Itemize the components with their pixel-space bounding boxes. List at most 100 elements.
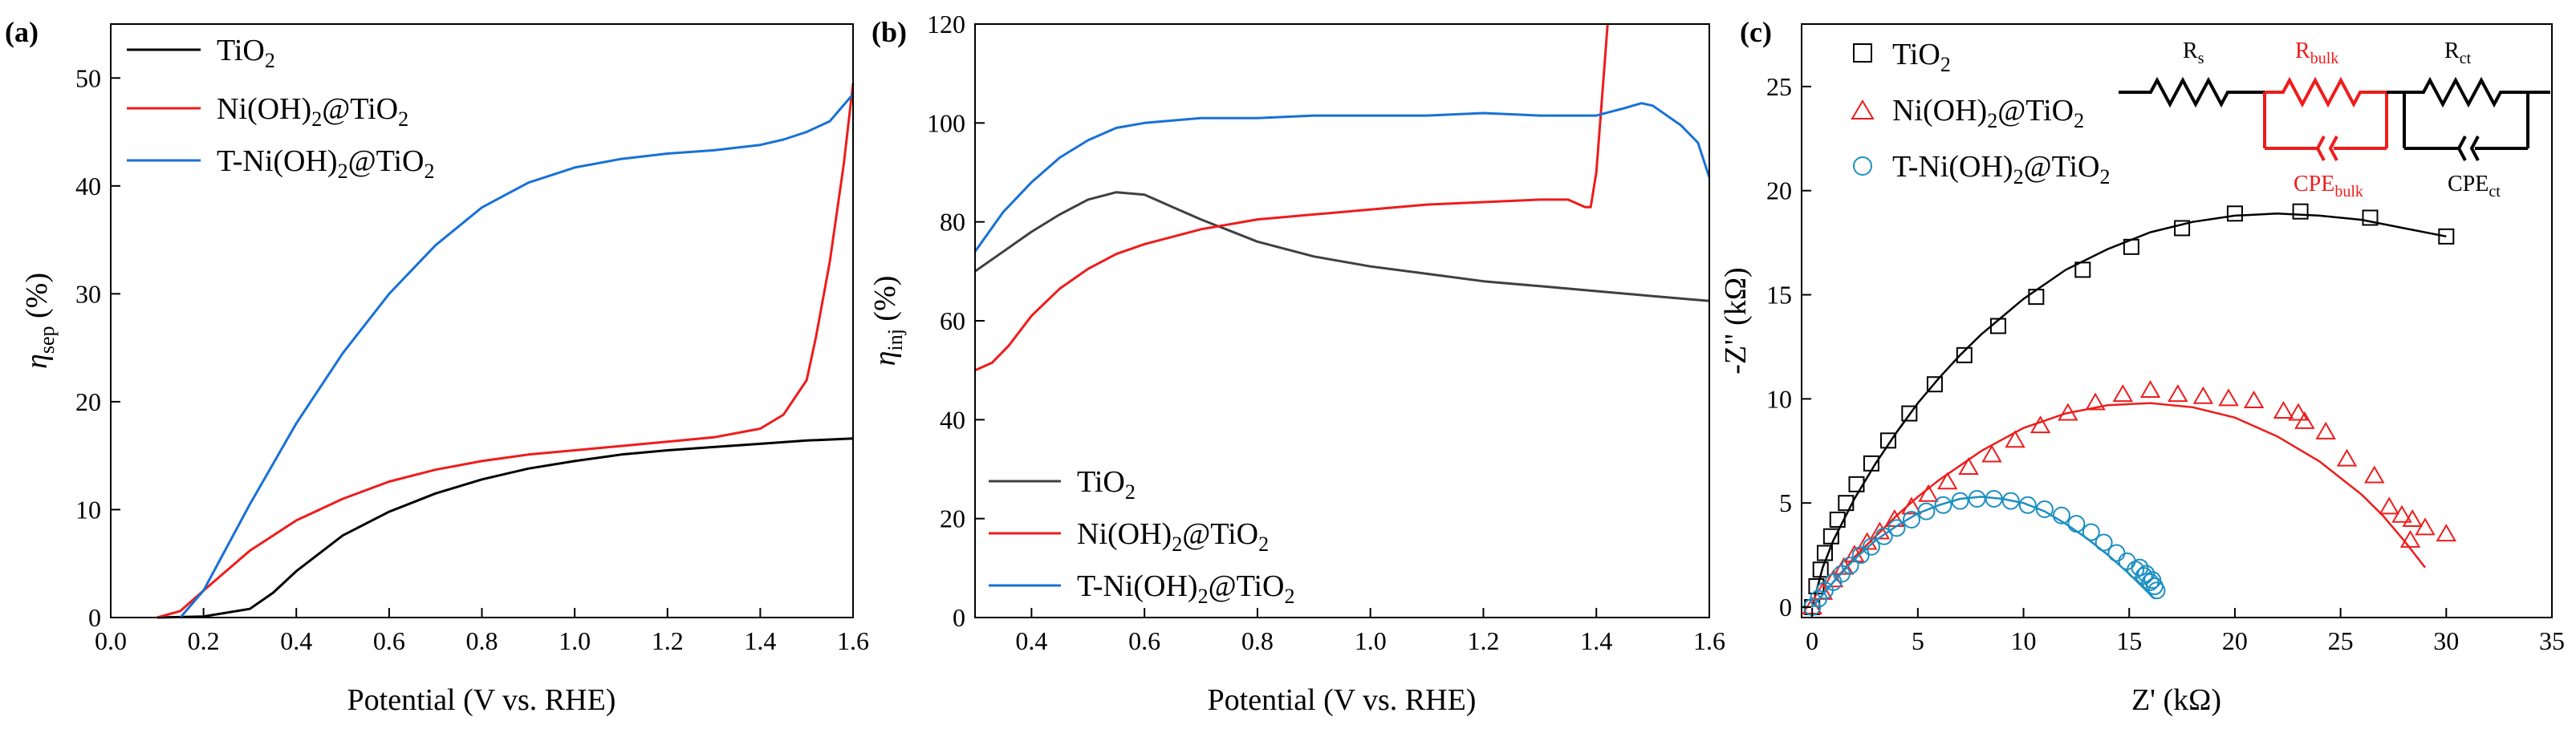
point-tio2 xyxy=(1926,376,1943,393)
ytick-label: 20 xyxy=(75,387,101,416)
xtick-label: 1.0 xyxy=(1355,626,1387,655)
point-ni-oh-2-tio2 xyxy=(2399,529,2421,548)
legend-c-nioh2-tail: @TiO xyxy=(1997,94,2074,128)
ytick-label: 60 xyxy=(940,306,965,335)
xtick-label: 1.2 xyxy=(652,626,684,655)
series-line-tio2 xyxy=(974,191,1710,302)
point-t-ni-oh-2-tio2 xyxy=(1917,502,1936,520)
point-ni-oh-2-tio2 xyxy=(2030,415,2051,434)
point-t-ni-oh-2-tio2 xyxy=(2035,500,2054,518)
xtick-label: 1.2 xyxy=(1467,626,1499,655)
panel-c-ticks: 0 5 10 15 20 25 30 35 0 5 10 15 20 25 xyxy=(1766,72,2565,655)
panel-b-ylabel-tail: (%) xyxy=(868,276,902,329)
point-t-ni-oh-2-tio2 xyxy=(1887,519,1906,537)
ytick-label: 10 xyxy=(1766,384,1792,413)
label-rct-sub: ct xyxy=(2460,50,2472,67)
point-ni-oh-2-tio2 xyxy=(2112,384,2134,403)
legend-b-nioh2-tail: @TiO xyxy=(1182,517,1258,551)
point-ni-oh-2-tio2 xyxy=(2005,430,2025,448)
panel-a-marks xyxy=(156,83,855,619)
point-tio2 xyxy=(2074,261,2091,278)
fit-line-tio2 xyxy=(1810,213,2447,608)
legend-a-tnioh2-main: T-Ni(OH) xyxy=(217,144,338,178)
legend-c-tnioh2: T-Ni(OH)2@TiO2 xyxy=(1892,150,2110,188)
panel-c-ylabel: -Z" (kΩ) xyxy=(1719,267,1753,374)
legend-b-nioh2-sub2: 2 xyxy=(1258,533,1269,556)
xtick-label: 20 xyxy=(2222,626,2248,655)
point-tio2 xyxy=(2028,289,2045,306)
ytick-label: 25 xyxy=(1766,72,1792,101)
point-ni-oh-2-tio2 xyxy=(1901,496,1922,515)
series-line-t-ni-oh-2-tio2 xyxy=(973,102,1711,253)
xtick-label: 0.4 xyxy=(280,626,312,655)
legend-c-marker-tio2 xyxy=(1853,43,1872,63)
legend-c-tio2: TiO2 xyxy=(1892,38,1951,76)
point-ni-oh-2-tio2 xyxy=(2058,403,2078,421)
point-t-ni-oh-2-tio2 xyxy=(1968,490,1986,508)
legend-b-tio2-sub: 2 xyxy=(1125,480,1136,504)
legend-b-nioh2: Ni(OH)2@TiO2 xyxy=(1077,517,1269,556)
ytick-label: 120 xyxy=(927,10,965,38)
legend-b-tnioh2-sub2: 2 xyxy=(1284,585,1294,608)
ytick-label: 80 xyxy=(940,208,965,237)
xtick-label: 0.0 xyxy=(95,626,127,655)
point-ni-oh-2-tio2 xyxy=(2139,379,2161,398)
legend-b-tnioh2-tail: @TiO xyxy=(1209,569,1285,603)
xtick-label: 10 xyxy=(2011,626,2037,655)
point-tio2 xyxy=(1879,432,1896,449)
ytick-label: 0 xyxy=(953,603,965,632)
xtick-label: 0.6 xyxy=(373,626,405,655)
point-ni-oh-2-tio2 xyxy=(1918,484,1939,502)
point-t-ni-oh-2-tio2 xyxy=(2052,506,2070,524)
panel-b-legend: TiO2 Ni(OH)2@TiO2 T-Ni(OH)2@TiO2 xyxy=(989,465,1294,608)
point-ni-oh-2-tio2 xyxy=(1884,508,1905,527)
point-ni-oh-2-tio2 xyxy=(1844,545,1865,563)
point-t-ni-oh-2-tio2 xyxy=(1934,496,1952,514)
label-cpebulk-sub: bulk xyxy=(2334,183,2363,200)
point-tio2 xyxy=(1816,545,1833,561)
point-t-ni-oh-2-tio2 xyxy=(2147,581,2166,600)
point-t-ni-oh-2-tio2 xyxy=(2018,496,2037,514)
label-rbulk-main: R xyxy=(2295,38,2310,63)
point-tio2 xyxy=(2226,205,2243,222)
xtick-label: 5 xyxy=(1912,626,1924,655)
panel-c-letter: (c) xyxy=(1740,16,1772,48)
label-rs-sub: s xyxy=(2198,50,2204,67)
ytick-label: 40 xyxy=(75,172,101,200)
point-tio2 xyxy=(1863,455,1879,472)
panel-b-ticks: 0.4 0.6 0.8 1.0 1.2 1.4 1.6 0 20 40 60 80 100 120 xyxy=(927,10,1725,655)
legend-a-tio2-sub: 2 xyxy=(265,49,275,72)
ytick-label: 40 xyxy=(940,405,965,434)
point-ni-oh-2-tio2 xyxy=(2379,496,2399,515)
legend-a-tnioh2: T-Ni(OH)2@TiO2 xyxy=(217,144,434,183)
legend-b-tio2: TiO2 xyxy=(1077,465,1136,504)
xtick-label: 35 xyxy=(2539,626,2565,655)
point-tio2 xyxy=(2123,238,2139,255)
legend-a-nioh2-sub: 2 xyxy=(311,107,322,131)
point-ni-oh-2-tio2 xyxy=(2288,403,2309,421)
point-ni-oh-2-tio2 xyxy=(2336,448,2358,467)
panel-a-ylabel-sub: sep xyxy=(35,326,59,354)
xtick-label: 0 xyxy=(1806,626,1818,655)
panel-b-xlabel: Potential (V vs. RHE) xyxy=(1208,683,1477,717)
point-t-ni-oh-2-tio2 xyxy=(2131,558,2149,577)
ytick-label: 15 xyxy=(1766,281,1792,310)
point-t-ni-oh-2-tio2 xyxy=(2107,544,2126,562)
panel-a-ylabel-tail: (%) xyxy=(20,273,54,326)
point-ni-oh-2-tio2 xyxy=(2364,465,2385,484)
label-cpect: CPEct xyxy=(2448,172,2501,200)
series-line-ni-oh-2-tio2 xyxy=(156,83,855,619)
point-ni-oh-2-tio2 xyxy=(1936,472,1958,490)
point-tio2 xyxy=(1848,476,1865,492)
point-ni-oh-2-tio2 xyxy=(2415,517,2436,536)
label-rct-main: R xyxy=(2444,38,2460,63)
legend-a-nioh2: Ni(OH)2@TiO2 xyxy=(217,92,408,131)
panel-a-letter: (a) xyxy=(5,16,39,48)
ytick-label: 30 xyxy=(75,279,101,308)
panel-b-letter: (b) xyxy=(872,16,907,48)
point-ni-oh-2-tio2 xyxy=(2192,386,2214,404)
legend-c-tio2-main: TiO xyxy=(1892,38,1940,71)
ytick-label: 0 xyxy=(1779,593,1792,622)
legend-b-tio2-main: TiO xyxy=(1077,465,1125,499)
point-ni-oh-2-tio2 xyxy=(2218,388,2239,407)
